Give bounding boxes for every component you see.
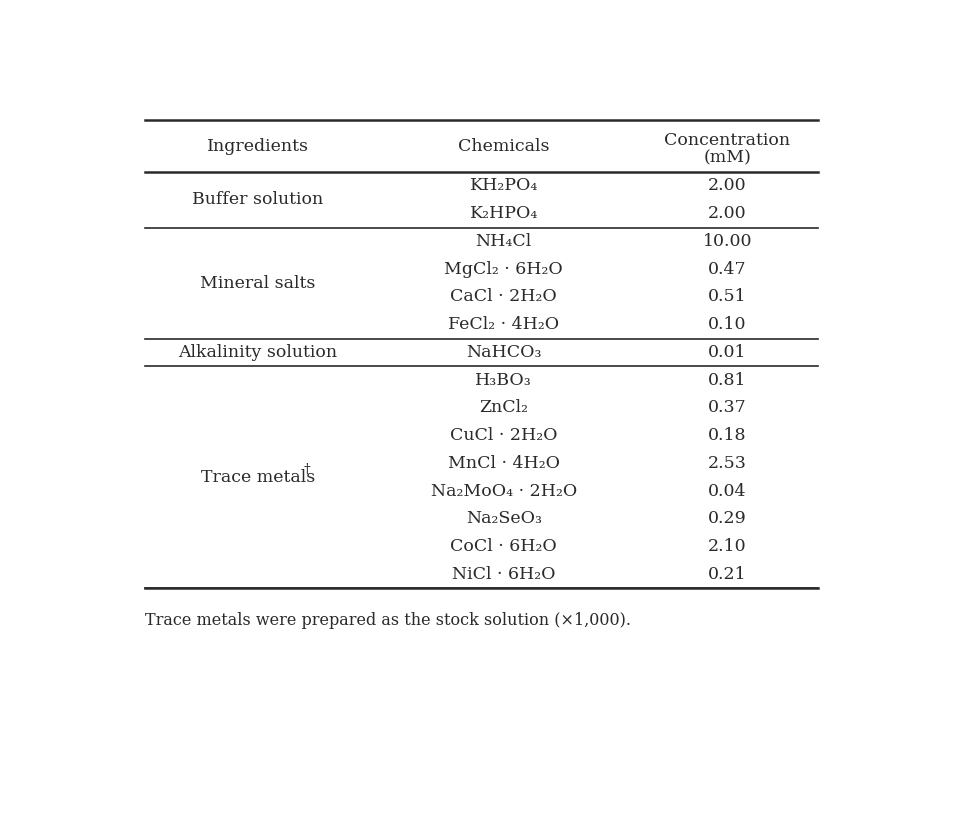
Text: K₂HPO₄: K₂HPO₄ <box>469 206 537 222</box>
Text: Mineral salts: Mineral salts <box>200 274 315 292</box>
Text: H₃BO₃: H₃BO₃ <box>475 372 532 389</box>
Text: 2.00: 2.00 <box>707 206 746 222</box>
Text: †: † <box>304 464 311 476</box>
Text: Trace metals were prepared as the stock solution (×1,000).: Trace metals were prepared as the stock … <box>145 613 631 629</box>
Text: 0.29: 0.29 <box>707 510 746 527</box>
Text: 0.47: 0.47 <box>707 260 746 278</box>
Text: 2.53: 2.53 <box>707 455 746 472</box>
Text: Alkalinity solution: Alkalinity solution <box>178 344 337 361</box>
Text: CoCl · 6H₂O: CoCl · 6H₂O <box>450 538 557 555</box>
Text: 0.04: 0.04 <box>707 482 746 500</box>
Text: MnCl · 4H₂O: MnCl · 4H₂O <box>447 455 559 472</box>
Text: 0.21: 0.21 <box>707 566 746 583</box>
Text: Chemicals: Chemicals <box>457 138 549 155</box>
Text: CaCl · 2H₂O: CaCl · 2H₂O <box>450 288 557 305</box>
Text: MgCl₂ · 6H₂O: MgCl₂ · 6H₂O <box>444 260 562 278</box>
Text: 2.10: 2.10 <box>707 538 746 555</box>
Text: 0.81: 0.81 <box>707 372 746 389</box>
Text: 0.37: 0.37 <box>707 400 746 416</box>
Text: NH₄Cl: NH₄Cl <box>476 233 531 250</box>
Text: 2.00: 2.00 <box>707 178 746 194</box>
Text: Na₂SeO₃: Na₂SeO₃ <box>465 510 541 527</box>
Text: NaHCO₃: NaHCO₃ <box>465 344 541 361</box>
Text: 10.00: 10.00 <box>701 233 751 250</box>
Text: Buffer solution: Buffer solution <box>193 192 323 208</box>
Text: Na₂MoO₄ · 2H₂O: Na₂MoO₄ · 2H₂O <box>430 482 577 500</box>
Text: 0.51: 0.51 <box>707 288 746 305</box>
Text: FeCl₂ · 4H₂O: FeCl₂ · 4H₂O <box>448 316 558 333</box>
Text: Ingredients: Ingredients <box>207 138 309 155</box>
Text: Trace metals: Trace metals <box>200 468 314 486</box>
Text: KH₂PO₄: KH₂PO₄ <box>469 178 537 194</box>
Text: 0.18: 0.18 <box>707 428 746 444</box>
Text: 0.01: 0.01 <box>707 344 746 361</box>
Text: ZnCl₂: ZnCl₂ <box>478 400 528 416</box>
Text: (mM): (mM) <box>702 149 751 166</box>
Text: Concentration: Concentration <box>663 132 790 148</box>
Text: CuCl · 2H₂O: CuCl · 2H₂O <box>450 428 557 444</box>
Text: 0.10: 0.10 <box>707 316 746 333</box>
Text: NiCl · 6H₂O: NiCl · 6H₂O <box>452 566 555 583</box>
